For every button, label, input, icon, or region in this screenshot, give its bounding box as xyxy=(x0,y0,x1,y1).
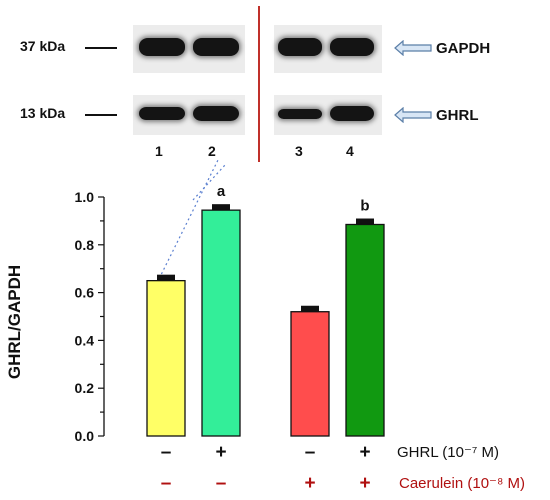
band-lane-4-ghrl xyxy=(330,106,374,121)
error-bar xyxy=(356,218,374,227)
y-tick-label: 0.6 xyxy=(75,285,95,301)
band-lane-2-gapdh xyxy=(193,38,239,56)
condition-label: GHRL (10⁻⁷ M) xyxy=(397,444,499,461)
marker-label-37kda: 37 kDa xyxy=(20,38,66,54)
condition-sign: – xyxy=(305,442,316,463)
bar xyxy=(201,209,241,437)
error-bar xyxy=(157,274,175,283)
marker-line-13kda xyxy=(85,114,117,116)
marker-label-13kda: 13 kDa xyxy=(20,105,66,121)
condition-sign: + xyxy=(359,473,370,494)
y-axis-label: GHRL/GAPDH xyxy=(5,265,24,379)
condition-sign: – xyxy=(161,473,172,494)
condition-sign: + xyxy=(215,442,226,463)
arrow-icon xyxy=(394,40,432,56)
condition-sign: + xyxy=(304,473,315,494)
arrow-icon xyxy=(394,107,432,123)
y-tick-label: 0.8 xyxy=(75,237,95,253)
blot-gapdh-left xyxy=(133,25,245,73)
band-lane-1-ghrl xyxy=(139,107,185,120)
band-lane-4-gapdh xyxy=(330,38,374,56)
protein-label-gapdh: GAPDH xyxy=(436,40,491,57)
condition-label: Caerulein (10⁻⁸ M) xyxy=(399,475,525,492)
band-lane-1-gapdh xyxy=(139,38,185,56)
condition-sign: – xyxy=(216,473,227,494)
lane-number: 1 xyxy=(155,143,163,159)
marker-line-37kda xyxy=(85,47,117,49)
condition-rows: – + – + GHRL (10⁻⁷ M) – – + + Caerulein (10⁻⁸ M) xyxy=(161,442,525,494)
error-bar xyxy=(301,305,319,314)
bar xyxy=(345,223,385,437)
condition-sign: + xyxy=(359,442,370,463)
blot-separator-line xyxy=(258,6,260,162)
lane-number: 3 xyxy=(295,143,303,159)
blot-ghrl-left xyxy=(133,95,245,135)
protein-label-ghrl: GHRL xyxy=(436,107,479,124)
y-tick-label: 0.2 xyxy=(75,380,95,396)
blot-gapdh-right xyxy=(274,25,382,73)
condition-sign: – xyxy=(161,442,172,463)
lane-number: 4 xyxy=(346,143,354,159)
y-axis: 0.0 0.2 0.4 0.6 0.8 1.0 xyxy=(75,189,105,444)
bar xyxy=(146,279,186,437)
bars-group: ab xyxy=(146,183,385,437)
significance-label: a xyxy=(217,183,226,200)
bar xyxy=(290,311,330,437)
error-bar xyxy=(212,204,230,213)
lane-number: 2 xyxy=(208,143,216,159)
y-tick-label: 1.0 xyxy=(75,189,95,205)
blot-ghrl-right xyxy=(274,95,382,135)
y-tick-label: 0.0 xyxy=(75,428,95,444)
band-lane-2-ghrl xyxy=(193,106,239,121)
y-tick-label: 0.4 xyxy=(75,332,95,348)
band-lane-3-gapdh xyxy=(278,38,322,56)
band-lane-3-ghrl xyxy=(278,109,322,119)
significance-label: b xyxy=(360,198,369,215)
